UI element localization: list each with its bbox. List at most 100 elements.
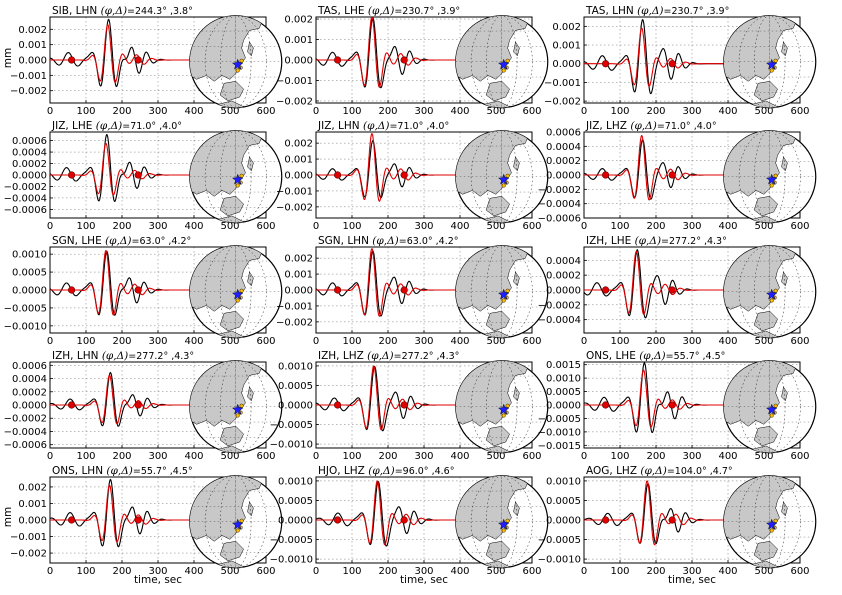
epicenter-star [497, 403, 510, 415]
x-tick-label: 500 [486, 221, 505, 232]
x-tick-label: 300 [148, 336, 167, 347]
traces [584, 362, 743, 433]
x-tick-label: 400 [184, 221, 203, 232]
panel-title: JIZ, LHE (φ,Δ)=71.0° ,4.0° [51, 120, 182, 132]
y-tick-label: −0.002 [276, 202, 313, 213]
epicenter-star [497, 288, 510, 300]
title-station: SIB, LHN [52, 5, 101, 17]
x-tick-label: 300 [682, 221, 701, 232]
y-tick-label: 0.0000 [546, 401, 581, 412]
traces [584, 18, 743, 95]
station-marker [773, 58, 778, 63]
y-tick-label: 0.000 [18, 516, 47, 527]
x-tick-label: 100 [76, 451, 95, 462]
japan-landmass [247, 156, 254, 172]
window-marker [601, 60, 610, 68]
window-marker [334, 171, 342, 179]
station-marker [769, 413, 774, 418]
x-tick-label: 500 [754, 221, 773, 232]
x-tick-label: 0 [47, 221, 53, 232]
y-tick-label: 0.0010 [546, 476, 581, 487]
y-tick-label: 0.002 [284, 15, 313, 26]
x-tick-label: 100 [76, 566, 95, 577]
x-tick-label: 100 [610, 336, 629, 347]
window-marker [668, 60, 676, 68]
x-tick-label: 500 [220, 336, 239, 347]
xlabel-col1: time, sec [134, 574, 182, 586]
japan-landmass [513, 156, 520, 172]
station-marker [773, 288, 778, 293]
panel-title: AOG, LHZ (φ,Δ)=104.0° ,4.7° [586, 465, 733, 477]
epicenter-star [231, 58, 244, 70]
epicenter-star [765, 173, 778, 185]
title-var: (φ,Δ) [106, 465, 132, 477]
title-var: (φ,Δ) [630, 120, 656, 132]
y-tick-label: 0.0006 [546, 128, 581, 139]
y-tick-label: −0.001 [10, 532, 47, 543]
y-tick-label: −0.0005 [4, 303, 47, 314]
panel-ons-lhe: 0 100 200 300 400 500 600 0.0015 0.0010 0.0005 0.0… [538, 350, 817, 462]
title-station: HJO, LHZ [318, 465, 368, 477]
map-inset [455, 475, 549, 569]
x-tick-label: 400 [450, 106, 469, 117]
synthetic-trace [316, 248, 475, 317]
y-tick-label: −0.0006 [4, 440, 47, 451]
station-marker [505, 58, 510, 63]
x-tick-label: 100 [610, 451, 629, 462]
title-values: =104.0° ,4.7° [667, 466, 733, 477]
title-values: =277.2° ,4.3° [661, 236, 727, 247]
y-tick-label: 0.0005 [546, 496, 581, 507]
y-tick-label: −0.0010 [270, 555, 313, 566]
y-tick-label: −0.0005 [538, 535, 581, 546]
y-tick-label: 0.000 [284, 286, 313, 297]
x-tick-label: 0 [581, 451, 587, 462]
x-tick-label: 200 [646, 221, 665, 232]
station-marker [239, 518, 244, 523]
station-marker [505, 518, 510, 523]
japan-landmass [781, 41, 788, 57]
title-station: IZH, LHE [586, 235, 635, 247]
title-var: (φ,Δ) [637, 5, 663, 17]
japan-landmass [513, 501, 520, 517]
title-var: (φ,Δ) [372, 235, 398, 247]
window-marker [601, 286, 610, 294]
x-tick-label: 0 [581, 566, 587, 577]
x-tick-label: 400 [450, 336, 469, 347]
x-tick-label: 200 [378, 221, 397, 232]
x-tick-label: 100 [610, 106, 629, 117]
station-marker [505, 403, 510, 408]
synthetic-trace [584, 250, 743, 316]
title-station: SGN, LHN [318, 235, 372, 247]
y-tick-label: 0.0005 [546, 387, 581, 398]
x-tick-label: 500 [754, 451, 773, 462]
y-tick-label: 0.0006 [12, 361, 47, 372]
y-tick-label: −0.001 [10, 71, 47, 82]
synthetic-trace [584, 134, 743, 201]
y-tick-label: 0.0005 [278, 496, 313, 507]
title-station: ONS, LHN [52, 465, 106, 477]
map-inset [189, 130, 283, 224]
title-station: AOG, LHZ [586, 465, 640, 477]
traces [50, 371, 209, 427]
title-values: =55.7° ,4.5° [666, 351, 726, 362]
window-marker [67, 516, 76, 524]
window-marker [134, 56, 142, 64]
y-tick-label: 0.001 [18, 499, 47, 510]
title-var: (φ,Δ) [368, 5, 394, 17]
x-tick-label: 200 [646, 566, 665, 577]
y-tick-label: −0.0005 [270, 535, 313, 546]
x-tick-label: 600 [790, 336, 809, 347]
window-marker [334, 286, 342, 294]
y-tick-label: −0.0002 [538, 300, 581, 311]
title-values: =63.0° ,4.2° [132, 236, 192, 247]
y-tick-label: −0.002 [276, 317, 313, 328]
x-tick-label: 600 [522, 106, 541, 117]
x-tick-label: 400 [718, 106, 737, 117]
x-tick-label: 500 [220, 106, 239, 117]
panel-title: HJO, LHZ (φ,Δ)=96.0° ,4.6° [318, 465, 454, 477]
panel-sib-lhn: 0 100 200 300 400 500 600 0.002 0.001 0.000 −0.001… [10, 5, 283, 117]
epicenter-star [765, 403, 778, 415]
title-station: IZH, LHN [52, 350, 102, 362]
y-tick-label: 0.0000 [546, 286, 581, 297]
panel-title: JIZ, LHN (φ,Δ)=71.0° ,4.0° [317, 120, 449, 132]
